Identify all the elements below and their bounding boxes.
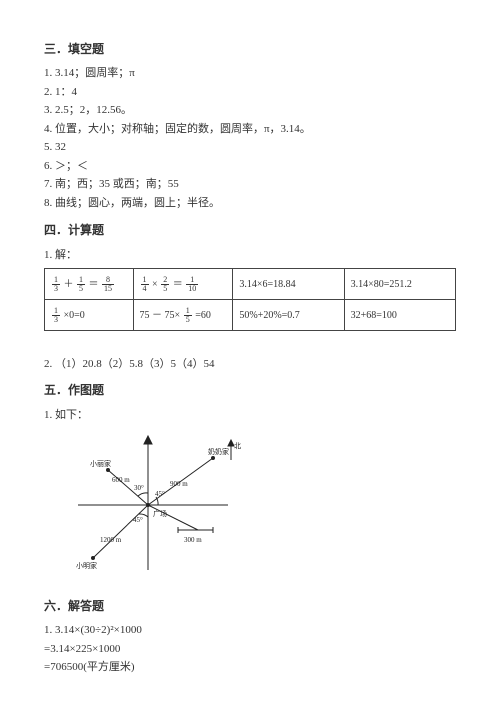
cell-r2c1: 13 ×0=0: [45, 300, 134, 331]
heading-draw: 五．作图题: [44, 381, 456, 398]
direction-diagram: 小丽家 奶奶家 广场 小明家 600 m 900 m 1200 m 300 m …: [58, 430, 248, 580]
label-a30: 30°: [134, 484, 144, 492]
calc-q2: 2. （1）20.8（2）5.8（3）5（4）54: [44, 355, 456, 371]
label-north: 北: [234, 442, 241, 450]
fill-7: 7. 南；西；35 或西；南；55: [44, 176, 456, 193]
label-xiaoli: 小丽家: [90, 459, 111, 468]
fill-6: 6. ＞；＜: [44, 158, 456, 175]
solve-1: 1. 3.14×(30÷2)²×1000: [44, 622, 456, 639]
label-900: 900 m: [170, 480, 188, 488]
label-300: 300 m: [184, 536, 202, 544]
fill-5: 5. 32: [44, 139, 456, 156]
draw-q1-label: 1. 如下：: [44, 406, 456, 422]
calc-table: 13 ＋ 15 ＝ 815 14 × 25 ＝ 110 3.14×6=18.84…: [44, 268, 456, 331]
label-xiaoming: 小明家: [76, 561, 97, 570]
fill-2: 2. 1：4: [44, 84, 456, 101]
cell-r1c3: 3.14×6=18.84: [233, 269, 344, 300]
label-1200: 1200 m: [100, 536, 122, 544]
heading-fill: 三．填空题: [44, 40, 456, 57]
table-row: 13 ×0=0 75 － 75× 15 =60 50%+20%=0.7 32+6…: [45, 300, 456, 331]
fill-1: 1. 3.14；圆周率；π: [44, 65, 456, 82]
table-row: 13 ＋ 15 ＝ 815 14 × 25 ＝ 110 3.14×6=18.84…: [45, 269, 456, 300]
fill-8: 8. 曲线；圆心，两端，圆上；半径。: [44, 195, 456, 212]
fill-4: 4. 位置，大小；对称轴；固定的数，圆周率，π，3.14。: [44, 121, 456, 138]
cell-r1c4: 3.14×80=251.2: [344, 269, 455, 300]
cell-r2c4: 32+68=100: [344, 300, 455, 331]
solve-3: =706500(平方厘米): [44, 659, 456, 676]
solve-2: =3.14×225×1000: [44, 641, 456, 658]
cell-r1c2: 14 × 25 ＝ 110: [133, 269, 233, 300]
label-a45a: 45°: [155, 490, 165, 498]
cell-r2c2: 75 － 75× 15 =60: [133, 300, 233, 331]
label-a45b: 45°: [133, 516, 143, 524]
heading-calc: 四．计算题: [44, 221, 456, 238]
page: 三．填空题 1. 3.14；圆周率；π 2. 1：4 3. 2.5；2，12.5…: [0, 0, 500, 698]
cell-r1c1: 13 ＋ 15 ＝ 815: [45, 269, 134, 300]
label-guang: 广场: [153, 509, 167, 518]
heading-solve: 六．解答题: [44, 597, 456, 614]
fill-3: 3. 2.5；2，12.56。: [44, 102, 456, 119]
label-600: 600 m: [112, 476, 130, 484]
cell-r2c3: 50%+20%=0.7: [233, 300, 344, 331]
label-nainai: 奶奶家: [208, 447, 229, 456]
calc-q1-label: 1. 解：: [44, 246, 456, 262]
